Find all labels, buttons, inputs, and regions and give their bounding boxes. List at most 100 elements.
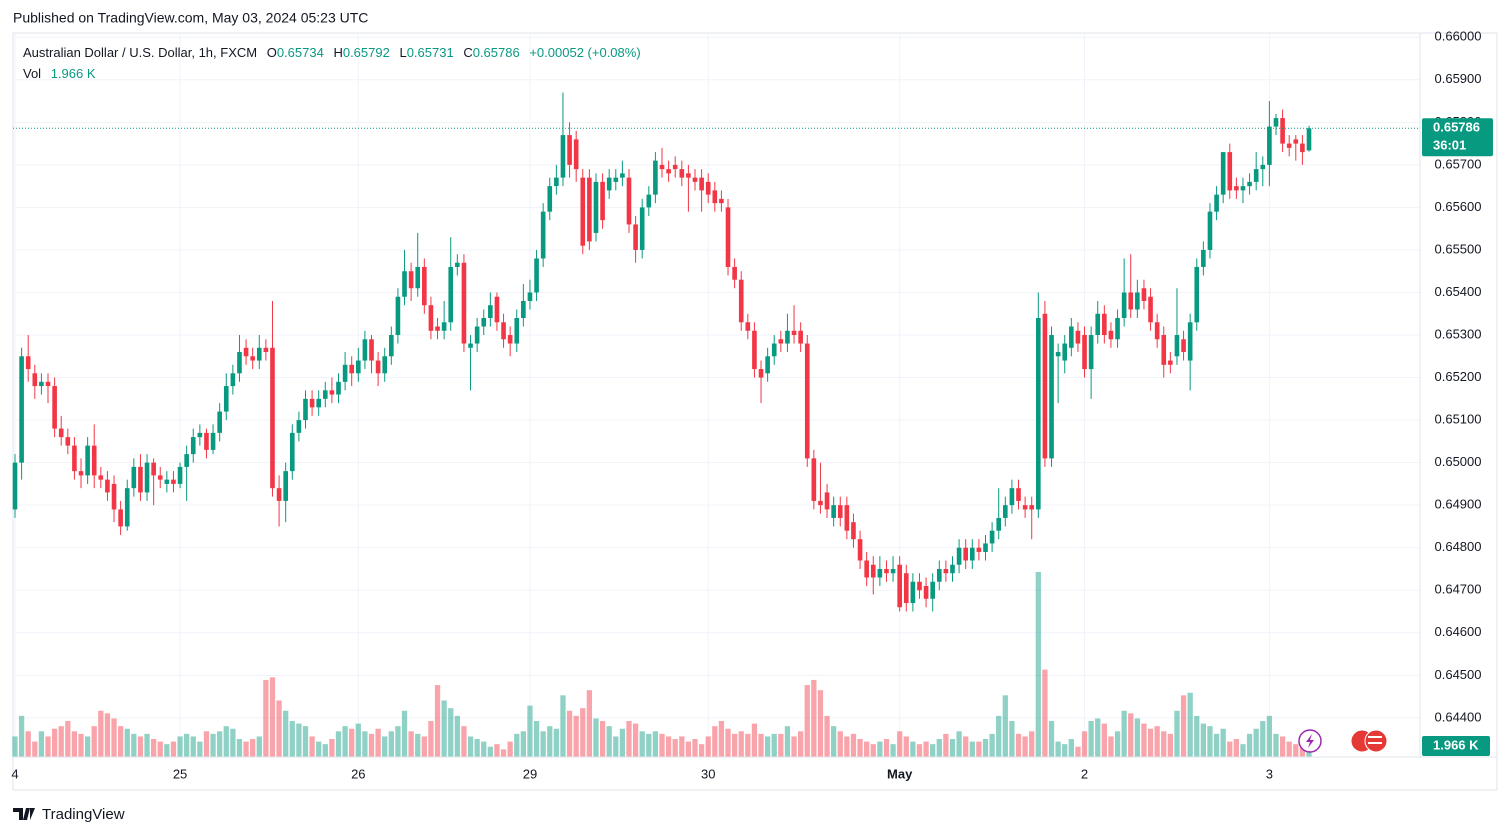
- candle-body: [263, 347, 269, 353]
- volume-pane: [12, 572, 1312, 757]
- candle-body: [1148, 296, 1153, 323]
- candle-body: [765, 356, 770, 374]
- flag-icon[interactable]: [1364, 729, 1388, 753]
- volume-bar: [910, 741, 916, 757]
- candle-body: [910, 581, 916, 604]
- candle-body: [903, 573, 909, 604]
- candle-body: [936, 568, 942, 582]
- volume-bar: [38, 731, 45, 757]
- candle-body: [1108, 330, 1114, 340]
- candle-body: [197, 432, 203, 438]
- volume-bar: [428, 721, 434, 757]
- volume-bar: [1095, 718, 1101, 757]
- volume-bar: [798, 731, 804, 757]
- candle-body: [98, 475, 104, 480]
- volume-bar: [12, 736, 18, 757]
- volume-bar: [203, 731, 210, 757]
- volume-bar: [401, 710, 408, 757]
- candle-body: [1207, 211, 1213, 250]
- icons: [1298, 729, 1388, 753]
- legend-line: Australian Dollar / U.S. Dollar, 1h, FXC…: [23, 45, 641, 60]
- candle-body: [124, 488, 130, 527]
- y-tick-label: 0.64800: [1435, 539, 1482, 554]
- y-tick-label: 0.65600: [1435, 199, 1482, 214]
- candle-body: [1194, 266, 1200, 323]
- volume-bar: [850, 733, 857, 757]
- volume-bar: [84, 736, 91, 757]
- volume-bar: [718, 721, 725, 757]
- candle-body: [857, 539, 863, 561]
- volume-bar: [811, 679, 817, 757]
- volume-bar: [230, 728, 236, 757]
- x-tick-label: May: [887, 766, 913, 781]
- volume-bar: [969, 741, 975, 757]
- volume-bar: [1220, 728, 1226, 757]
- candle-body: [672, 164, 678, 170]
- candle-body: [223, 386, 229, 412]
- grid: [13, 33, 1420, 757]
- volume-bar: [316, 741, 322, 757]
- volume-bar: [131, 733, 137, 757]
- candle-body: [732, 266, 737, 280]
- volume-bar: [1114, 731, 1121, 757]
- volume-bar: [1273, 733, 1279, 757]
- candle-body: [554, 177, 559, 187]
- candle-body: [870, 564, 876, 578]
- volume-bar: [184, 733, 190, 757]
- open-label: O: [267, 45, 277, 60]
- volume-bar: [58, 726, 64, 757]
- volume-bar: [461, 726, 467, 757]
- volume-bar: [177, 736, 183, 757]
- candle-body: [1102, 313, 1107, 336]
- volume-bar: [65, 721, 71, 757]
- candle-body: [157, 475, 163, 480]
- candle-body: [1055, 352, 1061, 357]
- volume-bar: [1207, 726, 1213, 757]
- candle-body: [1267, 126, 1272, 165]
- volume-bar: [269, 677, 276, 757]
- volume-bar: [930, 744, 936, 757]
- candle-body: [1088, 335, 1094, 370]
- volume-bar: [117, 726, 124, 757]
- y-tick-label: 0.66000: [1435, 29, 1482, 44]
- volume-bar: [1286, 741, 1292, 757]
- volume-bar: [692, 739, 698, 757]
- volume-bar: [296, 723, 302, 757]
- candle-body: [250, 356, 255, 361]
- y-tick-label: 0.64400: [1435, 709, 1482, 724]
- volume-bar: [309, 736, 315, 757]
- volume-bar: [870, 744, 876, 757]
- candle-body: [336, 381, 341, 395]
- volume-bar: [349, 728, 355, 757]
- close-label: C: [463, 45, 472, 60]
- volume-bar: [672, 739, 678, 757]
- volume-bar: [877, 741, 883, 757]
- volume-bar: [474, 739, 480, 757]
- candle-body: [540, 211, 546, 259]
- candle-body: [230, 373, 236, 387]
- volume-bar: [1108, 736, 1114, 757]
- volume-bar: [903, 736, 909, 757]
- candle-body: [791, 330, 797, 336]
- candle-body: [587, 177, 592, 242]
- volume-bar: [243, 741, 249, 757]
- volume-bar: [289, 721, 295, 757]
- volume-bar: [1260, 721, 1266, 757]
- candle-body: [705, 181, 711, 195]
- volume-bar: [382, 736, 388, 757]
- candle-body: [639, 207, 645, 250]
- volume-bar: [665, 736, 672, 757]
- candle-body: [1128, 292, 1134, 310]
- volume-bar: [857, 739, 863, 757]
- volume-bar: [1009, 721, 1015, 757]
- candle-body: [12, 462, 18, 510]
- candle-body: [897, 564, 902, 608]
- candle-body: [976, 547, 982, 552]
- volume-bar: [831, 726, 837, 757]
- volume-bar: [1187, 692, 1193, 757]
- candle-body: [164, 479, 170, 484]
- candle-body: [560, 135, 566, 178]
- volume-bar: [124, 728, 130, 757]
- volume-bar: [395, 726, 401, 757]
- candle-body: [1300, 143, 1305, 153]
